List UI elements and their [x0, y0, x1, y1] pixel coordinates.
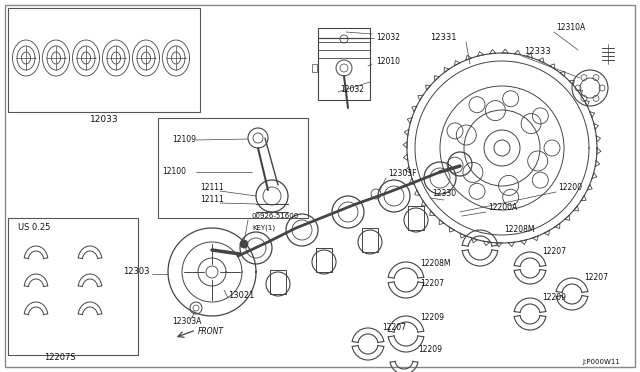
Text: FRONT: FRONT — [198, 327, 224, 337]
Text: 12209: 12209 — [418, 346, 442, 355]
Text: KEY(1): KEY(1) — [252, 225, 275, 231]
Bar — [318, 28, 370, 38]
Bar — [8, 8, 200, 112]
Text: 12010: 12010 — [376, 58, 400, 67]
Text: 12200A: 12200A — [488, 203, 517, 212]
Text: 12200: 12200 — [558, 183, 582, 192]
Text: 12333: 12333 — [524, 48, 550, 57]
Circle shape — [240, 240, 248, 248]
Text: 12209: 12209 — [542, 294, 566, 302]
Text: 12032: 12032 — [340, 86, 364, 94]
Text: 12207: 12207 — [382, 324, 406, 333]
Bar — [318, 38, 370, 100]
Text: 12207: 12207 — [420, 279, 444, 289]
Text: 12330: 12330 — [432, 189, 456, 199]
Text: 12303: 12303 — [124, 267, 150, 276]
Text: 12303A: 12303A — [172, 317, 202, 327]
Text: 12032: 12032 — [376, 33, 400, 42]
Text: 12111: 12111 — [200, 183, 224, 192]
Text: 13021: 13021 — [228, 292, 254, 301]
Text: 00926-51600: 00926-51600 — [252, 213, 300, 219]
Text: 12310A: 12310A — [556, 23, 585, 32]
Bar — [8, 218, 138, 355]
Text: 12109: 12109 — [172, 135, 196, 144]
Text: 12207S: 12207S — [44, 353, 76, 362]
Text: US 0.25: US 0.25 — [18, 224, 51, 232]
Text: 12033: 12033 — [90, 115, 118, 125]
Bar — [312, 64, 317, 72]
Text: 12207: 12207 — [542, 247, 566, 257]
Text: 12209: 12209 — [420, 314, 444, 323]
Text: 12100: 12100 — [162, 167, 186, 176]
Text: 12111: 12111 — [200, 196, 224, 205]
Text: 12331: 12331 — [430, 33, 456, 42]
Text: 12208M: 12208M — [504, 225, 534, 234]
Text: 12207: 12207 — [584, 273, 608, 282]
Text: J:P000W11: J:P000W11 — [582, 359, 620, 365]
Text: 12303F: 12303F — [388, 170, 417, 179]
Bar — [158, 118, 308, 218]
Text: 12208M: 12208M — [420, 260, 451, 269]
